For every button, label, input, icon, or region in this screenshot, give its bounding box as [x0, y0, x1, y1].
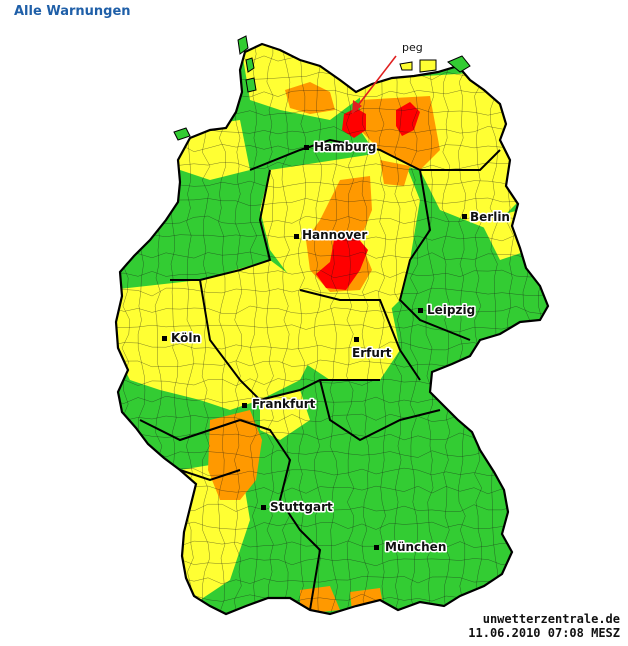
city-hamburg[interactable]: Hamburg	[304, 139, 378, 156]
district-line	[378, 44, 387, 614]
city-marker	[242, 403, 247, 408]
city-frankfurt[interactable]: Frankfurt	[242, 396, 317, 413]
peg-label: peg	[402, 41, 423, 54]
timestamp: 11.06.2010 07:08 MESZ	[468, 626, 620, 640]
district-line	[116, 54, 548, 63]
city-marker	[261, 505, 266, 510]
city-label: Köln	[171, 331, 201, 345]
district-line	[409, 44, 419, 614]
city-marker	[162, 336, 167, 341]
city-label: München	[385, 540, 446, 554]
district-line	[555, 40, 562, 628]
source-site: unwetterzentrale.de	[482, 612, 620, 626]
warning-region-level1[interactable]	[260, 390, 310, 440]
district-boundaries	[106, 40, 562, 628]
district-line	[249, 44, 259, 614]
district-line	[441, 44, 451, 614]
district-line	[425, 44, 435, 614]
city-label: Erfurt	[352, 346, 392, 360]
header: Alle Warnungen	[14, 0, 131, 19]
district-line	[457, 44, 467, 614]
district-line	[474, 44, 483, 614]
city-leipzig[interactable]: Leipzig	[418, 302, 477, 319]
district-line	[297, 44, 307, 614]
city-berlin[interactable]: Berlin	[462, 209, 511, 226]
district-line	[361, 44, 371, 614]
warning-region-level3[interactable]	[316, 236, 368, 290]
city-label: Stuttgart	[270, 500, 333, 514]
warning-region-level1[interactable]	[110, 260, 320, 410]
peg-annotation: peg	[352, 41, 423, 114]
coastal-islands	[173, 35, 471, 141]
city-marker	[462, 214, 467, 219]
city-label: Hamburg	[314, 140, 376, 154]
city-stuttgart[interactable]: Stuttgart	[261, 499, 335, 516]
district-line	[329, 44, 338, 614]
state-borders	[139, 138, 501, 611]
warning-region-level3[interactable]	[342, 108, 366, 138]
city-marker	[354, 337, 359, 342]
warning-region-level1[interactable]	[300, 290, 400, 380]
district-line	[116, 324, 548, 332]
district-line	[116, 251, 548, 260]
district-line	[233, 44, 243, 614]
district-line	[313, 44, 322, 614]
district-line	[489, 44, 499, 614]
all-warnings-link[interactable]: Alle Warnungen	[14, 4, 131, 19]
district-line	[393, 44, 403, 614]
city-marker	[304, 145, 309, 150]
city-hannover[interactable]: Hannover	[294, 227, 369, 244]
district-line	[116, 215, 548, 225]
city-label: Hannover	[302, 228, 367, 242]
district-line	[116, 234, 548, 242]
city-label: Berlin	[470, 210, 510, 224]
city-layer: Hamburg Berlin Hannover Leipzig Köln Erf…	[162, 139, 511, 556]
district-line	[265, 44, 275, 614]
warning-region-level2[interactable]	[285, 82, 335, 114]
district-line	[521, 44, 531, 614]
city-label: Frankfurt	[252, 397, 316, 411]
district-line	[116, 44, 548, 45]
city-label: Leipzig	[427, 303, 475, 317]
district-line	[116, 287, 548, 297]
warning-region-level2[interactable]	[360, 96, 440, 170]
city-marker	[418, 308, 423, 313]
district-line	[537, 44, 546, 614]
city-koeln[interactable]: Köln	[162, 330, 203, 347]
district-line	[116, 269, 548, 279]
map-footer: unwetterzentrale.de 11.06.2010 07:08 MES…	[468, 612, 620, 640]
district-line	[506, 44, 515, 614]
city-marker	[374, 545, 379, 550]
district-line	[281, 44, 291, 614]
city-erfurt[interactable]: Erfurt	[351, 337, 393, 362]
warning-region-level2[interactable]	[208, 410, 262, 500]
city-muenchen[interactable]: München	[374, 539, 448, 556]
city-marker	[294, 234, 299, 239]
district-line	[345, 44, 355, 614]
district-line	[106, 40, 114, 628]
